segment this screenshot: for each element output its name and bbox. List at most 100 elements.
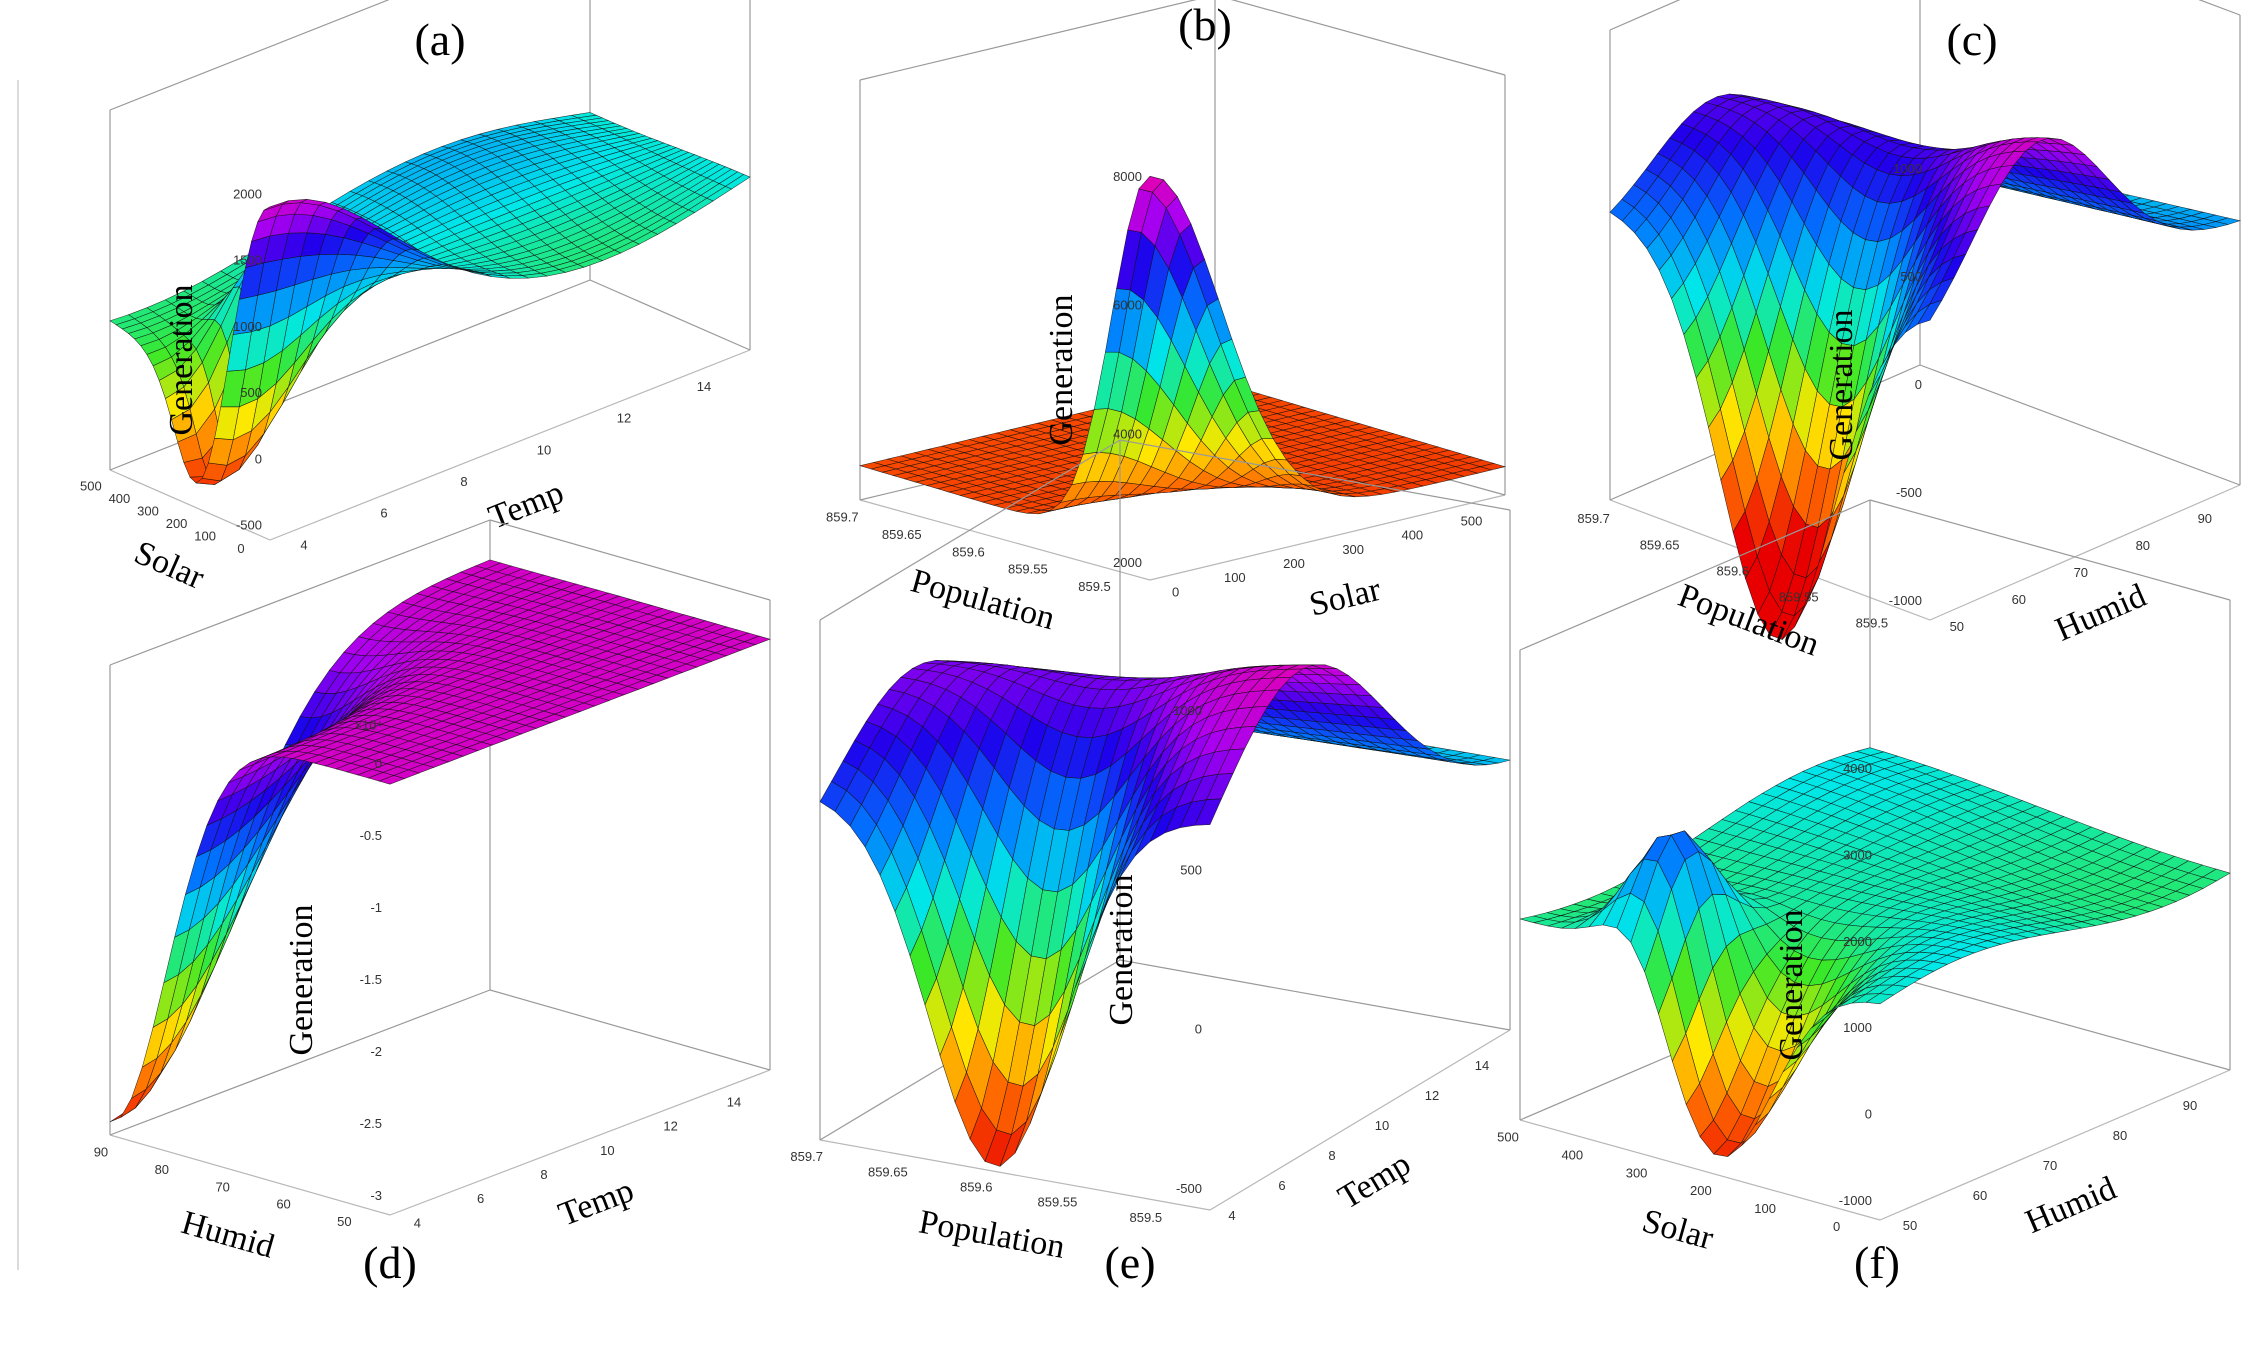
y-tick-label: 90 bbox=[2198, 511, 2212, 526]
x-tick-label: 859.65 bbox=[882, 527, 922, 542]
x-tick-label: 60 bbox=[276, 1197, 290, 1212]
y-tick-label: 8 bbox=[1328, 1148, 1335, 1163]
chart-panel-b: 8000600040002000859.7859.65859.6859.5585… bbox=[826, 0, 1507, 637]
z-tick-label: -0.5 bbox=[360, 828, 382, 843]
y-tick-label: 10 bbox=[1375, 1118, 1389, 1133]
x-tick-label: 859.5 bbox=[1078, 579, 1111, 594]
z-tick-label: 500 bbox=[1900, 269, 1922, 284]
x-tick-label: 0 bbox=[237, 541, 244, 556]
y-tick-label: 70 bbox=[2074, 565, 2088, 580]
y-axis-title: Humid bbox=[2050, 577, 2151, 649]
z-tick-label: 4000 bbox=[1113, 426, 1142, 441]
x-tick-label: 100 bbox=[1754, 1201, 1776, 1216]
y-tick-label: 14 bbox=[697, 379, 711, 394]
x-tick-label: 70 bbox=[215, 1179, 229, 1194]
surface-mesh bbox=[819, 660, 1511, 1167]
x-axis-title: Solar bbox=[1638, 1202, 1718, 1257]
z-tick-label: -1000 bbox=[1839, 1193, 1872, 1208]
z-tick-label: -1.5 bbox=[360, 972, 382, 987]
chart-panel-d: 0 -0.5 -1 -1.5 -2 -2.5 -3 ×10⁴ 90 80 70 60 50 4 6 8 10 12… bbox=[94, 519, 771, 1288]
y-tick-label: 80 bbox=[2136, 538, 2150, 553]
surface-mesh bbox=[1519, 747, 2231, 1157]
panel-label: (b) bbox=[1178, 0, 1232, 50]
y-tick-label: 50 bbox=[1950, 619, 1964, 634]
z-tick-label: -500 bbox=[1896, 485, 1922, 500]
y-tick-label: 60 bbox=[2012, 592, 2026, 607]
y-tick-label: 90 bbox=[2183, 1098, 2197, 1113]
x-axis-title: Humid bbox=[177, 1204, 278, 1265]
x-tick-label: 400 bbox=[1561, 1147, 1583, 1162]
y-tick-label: 60 bbox=[1973, 1188, 1987, 1203]
panel-label: (c) bbox=[1946, 14, 1997, 65]
z-axis-title: Generation bbox=[163, 284, 200, 435]
x-tick-label: 859.6 bbox=[952, 544, 985, 559]
y-tick-label: 4 bbox=[1228, 1208, 1235, 1223]
y-axis-title: Temp bbox=[554, 1172, 639, 1234]
z-tick-label: 0 bbox=[1195, 1022, 1202, 1037]
x-tick-label: 859.7 bbox=[790, 1149, 823, 1164]
z-tick-label: 2000 bbox=[233, 186, 262, 201]
z-tick-label: 0 bbox=[1915, 377, 1922, 392]
surface-cell bbox=[378, 775, 406, 785]
z-axis-title: Generation bbox=[1103, 874, 1140, 1025]
surface-mesh bbox=[858, 175, 1507, 515]
y-tick-label: 100 bbox=[1224, 570, 1246, 585]
y-tick-label: 500 bbox=[1461, 514, 1483, 529]
x-tick-label: 859.55 bbox=[1038, 1195, 1078, 1210]
z-axis-title: Generation bbox=[1773, 909, 1810, 1060]
y-tick-label: 8 bbox=[540, 1167, 547, 1182]
z-tick-label: 6000 bbox=[1113, 298, 1142, 313]
panel-label: (a) bbox=[414, 14, 465, 65]
z-tick-label: 0 bbox=[375, 756, 382, 771]
surface-cell bbox=[1917, 299, 1943, 325]
x-tick-label: 400 bbox=[109, 491, 131, 506]
x-tick-label: 50 bbox=[337, 1214, 351, 1229]
x-tick-label: 859.65 bbox=[1640, 537, 1680, 552]
z-tick-label: -500 bbox=[1176, 1181, 1202, 1196]
z-tick-label: 1000 bbox=[1893, 161, 1922, 176]
panel-label: (f) bbox=[1854, 1237, 1900, 1288]
y-tick-label: 12 bbox=[663, 1119, 677, 1134]
y-tick-label: 8 bbox=[460, 474, 467, 489]
z-tick-label: 1500 bbox=[233, 253, 262, 268]
x-tick-label: 859.6 bbox=[960, 1179, 993, 1194]
y-tick-label: 10 bbox=[600, 1143, 614, 1158]
y-axis-title: Humid bbox=[2020, 1170, 2121, 1241]
surface-mesh bbox=[109, 112, 751, 485]
z-tick-label: 2000 bbox=[1113, 555, 1142, 570]
x-tick-label: 500 bbox=[1497, 1130, 1519, 1145]
x-tick-label: 500 bbox=[80, 479, 102, 494]
y-tick-label: 300 bbox=[1342, 542, 1364, 557]
z-tick-label: 1000 bbox=[1173, 703, 1202, 718]
z-tick-label: 3000 bbox=[1843, 847, 1872, 862]
y-tick-label: 0 bbox=[1172, 584, 1179, 599]
z-tick-label: 1000 bbox=[1843, 1020, 1872, 1035]
y-axis-title: Temp bbox=[1332, 1145, 1417, 1216]
y-tick-label: 14 bbox=[1475, 1058, 1489, 1073]
x-tick-label: 90 bbox=[94, 1144, 108, 1159]
surface-mesh bbox=[1609, 93, 2242, 640]
x-tick-label: 80 bbox=[155, 1162, 169, 1177]
y-tick-label: 200 bbox=[1283, 556, 1305, 571]
z-axis-title: Generation bbox=[1043, 294, 1080, 445]
y-tick-label: 50 bbox=[1903, 1218, 1917, 1233]
surface-cell bbox=[1138, 175, 1165, 193]
x-tick-label: 200 bbox=[1690, 1183, 1712, 1198]
surface-cell bbox=[1194, 798, 1222, 826]
y-tick-label: 70 bbox=[2043, 1158, 2057, 1173]
z-tick-label: 0 bbox=[255, 451, 262, 466]
y-tick-label: 14 bbox=[727, 1095, 741, 1110]
x-tick-label: 859.5 bbox=[1856, 616, 1889, 631]
surface-mesh bbox=[109, 559, 771, 1123]
z-tick-label: -2.5 bbox=[360, 1116, 382, 1131]
y-tick-label: 12 bbox=[1425, 1088, 1439, 1103]
z-tick-label: 0 bbox=[1865, 1107, 1872, 1122]
surface-cell bbox=[1865, 993, 1895, 1005]
z-tick-label: -3 bbox=[370, 1188, 382, 1203]
y-tick-label: 6 bbox=[380, 506, 387, 521]
y-tick-label: 400 bbox=[1401, 528, 1423, 543]
x-tick-label: 859.5 bbox=[1130, 1210, 1163, 1225]
